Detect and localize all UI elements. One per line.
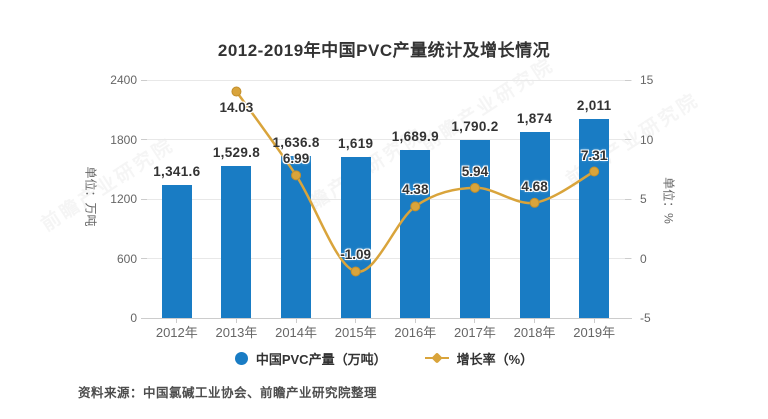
bar xyxy=(519,132,550,318)
line-value-label: 14.03 xyxy=(219,99,254,115)
x-tick-label: 2014年 xyxy=(275,325,318,340)
line-value-label: 5.94 xyxy=(461,163,489,179)
x-axis-tick xyxy=(593,318,595,323)
left-axis-tick xyxy=(141,258,147,259)
gridline xyxy=(142,198,632,200)
x-axis-tick xyxy=(534,318,536,323)
y-tick-label-left: 2400 xyxy=(110,73,137,87)
line-marker xyxy=(231,86,242,97)
y-tick-label-left: 600 xyxy=(116,251,137,266)
y-tick-label-right: 5 xyxy=(640,192,647,206)
bar-value-label: 1,874 xyxy=(516,111,553,127)
bar xyxy=(340,157,371,318)
line-value-label: 4.38 xyxy=(402,182,429,198)
bar-value-label: 1,689.9 xyxy=(391,129,439,145)
line-value-label: 7.31 xyxy=(581,147,608,163)
bar-value-label: 1,790.2 xyxy=(451,119,499,135)
x-tick-label: 2012年 xyxy=(155,325,198,340)
bar-value-label: 1,341.6 xyxy=(153,163,201,179)
y-tick-label-right: 15 xyxy=(640,73,654,87)
right-axis-tick xyxy=(625,317,631,319)
line-series-marker-icon xyxy=(424,352,449,365)
line-value-label: -1.09 xyxy=(340,247,372,263)
bar-value-label: 1,619 xyxy=(338,136,374,152)
x-axis-tick xyxy=(295,318,297,323)
bar-value-label: 1,529.8 xyxy=(212,145,261,161)
left-axis-tick xyxy=(141,139,147,140)
y-tick-label-left: 1800 xyxy=(110,132,137,147)
bar-value-label: 2,011 xyxy=(576,97,612,113)
line-value-label: 4.68 xyxy=(521,178,548,194)
x-axis-tick xyxy=(474,318,476,323)
bar-value-label: 1,636.8 xyxy=(272,134,320,150)
x-tick-label: 2015年 xyxy=(334,325,377,340)
x-tick-label: 2013年 xyxy=(215,325,258,340)
bar-series-marker-icon xyxy=(234,351,248,365)
right-axis-tick xyxy=(625,139,631,140)
gridline xyxy=(142,79,632,81)
x-tick-label: 2016年 xyxy=(394,325,437,340)
x-axis-tick xyxy=(414,318,416,323)
y-tick-label-right: -5 xyxy=(640,311,651,325)
right-axis-tick xyxy=(625,258,631,259)
y-tick-label-right: 10 xyxy=(640,132,654,147)
x-tick-label: 2019年 xyxy=(573,325,616,340)
legend-label: 中国PVC产量（万吨） xyxy=(255,351,387,367)
x-axis-tick xyxy=(235,318,237,323)
bar xyxy=(221,166,252,318)
x-tick-label: 2018年 xyxy=(513,325,556,340)
legend-item-growth-rate[interactable]: 增长率（%） xyxy=(424,349,534,368)
chart-title: 2012-2019年中国PVC产量统计及增长情况 xyxy=(217,41,551,60)
x-axis-tick xyxy=(176,318,178,323)
left-axis-tick xyxy=(141,317,147,319)
legend-item-pvc-output[interactable]: 中国PVC产量（万吨） xyxy=(234,349,387,368)
bar xyxy=(281,155,312,318)
line-value-label: 6.99 xyxy=(282,151,310,167)
y-tick-label-left: 0 xyxy=(130,311,137,325)
right-axis-tick xyxy=(625,198,631,200)
bar xyxy=(161,184,192,318)
source-note: 资料来源：中国氯碱工业协会、前瞻产业研究院整理 xyxy=(78,386,378,400)
y-tick-label-left: 1200 xyxy=(110,192,137,206)
left-axis-tick xyxy=(141,79,147,81)
y-tick-label-right: 0 xyxy=(640,251,647,266)
left-axis-tick xyxy=(141,198,147,200)
x-axis-tick xyxy=(355,318,357,323)
x-axis-line xyxy=(142,317,632,319)
legend: 中国PVC产量（万吨） 增长率（%） xyxy=(0,348,768,368)
right-axis-tick xyxy=(625,79,631,81)
bar xyxy=(400,150,431,318)
x-tick-label: 2017年 xyxy=(453,325,496,340)
legend-label: 增长率（%） xyxy=(456,351,534,367)
